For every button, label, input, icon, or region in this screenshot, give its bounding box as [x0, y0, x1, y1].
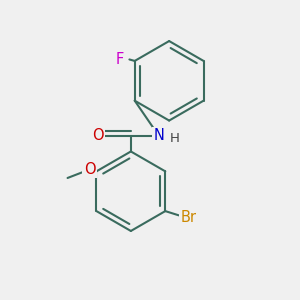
Text: H: H	[170, 132, 180, 145]
Text: F: F	[116, 52, 124, 67]
Text: N: N	[153, 128, 164, 143]
Text: Br: Br	[181, 210, 197, 225]
Text: O: O	[84, 162, 95, 177]
Text: O: O	[92, 128, 103, 143]
